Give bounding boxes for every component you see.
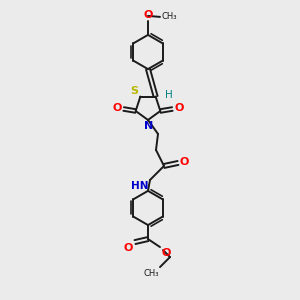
Text: N: N <box>144 121 154 131</box>
Text: O: O <box>162 248 171 258</box>
Text: CH₃: CH₃ <box>143 269 159 278</box>
Text: O: O <box>180 157 189 167</box>
Text: S: S <box>130 85 138 95</box>
Text: O: O <box>124 243 133 253</box>
Text: H: H <box>165 89 172 100</box>
Text: O: O <box>143 10 153 20</box>
Text: CH₃: CH₃ <box>161 12 176 21</box>
Text: O: O <box>174 103 184 113</box>
Text: O: O <box>112 103 122 113</box>
Text: HN: HN <box>130 181 148 191</box>
